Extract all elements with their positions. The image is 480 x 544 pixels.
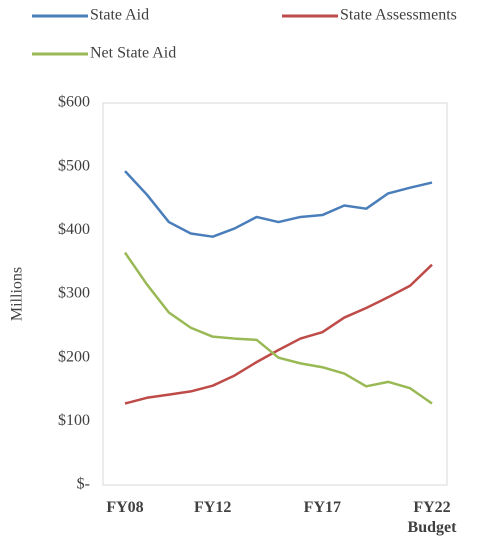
legend-label: State Aid: [90, 7, 149, 24]
y-tick-label: $-: [77, 476, 90, 493]
y-tick-label: $200: [58, 348, 90, 365]
y-axis-label: Millions: [9, 267, 26, 321]
y-tick-label: $600: [58, 94, 90, 111]
y-tick-label: $300: [58, 285, 90, 302]
plot-area: [102, 102, 448, 486]
line-series: [124, 263, 433, 405]
x-tick-label: FY17: [303, 499, 341, 516]
y-tick-label: $500: [58, 157, 90, 174]
x-tick-label: FY08: [106, 499, 144, 516]
legend-label: Net State Aid: [90, 45, 176, 62]
line-series: [124, 170, 433, 238]
legend-label: State Assessments: [340, 7, 457, 24]
y-tick-label: $100: [58, 412, 90, 429]
y-tick-label: $400: [58, 221, 90, 238]
line-series: [123, 251, 433, 405]
x-tick-label: FY22 Budget: [407, 499, 457, 536]
x-tick-label: FY12: [194, 499, 232, 516]
